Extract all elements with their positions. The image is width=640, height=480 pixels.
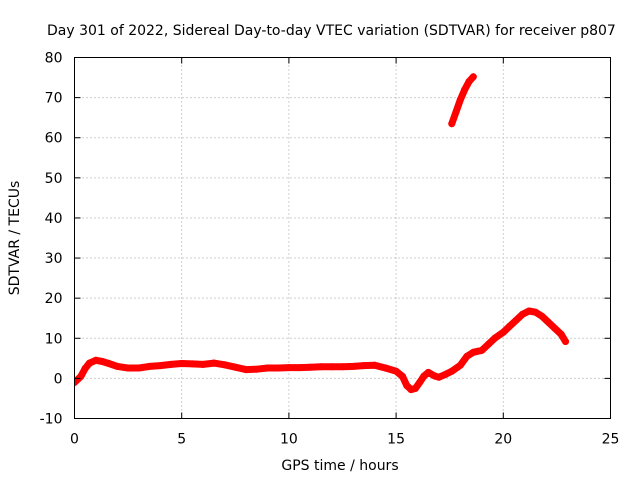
data-point (360, 362, 368, 370)
y-tick-label: 40 (45, 211, 63, 227)
data-point (544, 318, 552, 326)
data-point (188, 360, 196, 368)
data-point (74, 378, 78, 386)
data-point (86, 359, 93, 367)
data-point (562, 338, 569, 345)
tick-labels: 0 5 10 15 20 25 -10 0 10 20 30 40 50 60 70 80 (40, 51, 620, 448)
y-tick-label: 80 (45, 51, 63, 67)
data-point (231, 363, 239, 371)
data-point (264, 364, 271, 372)
data-point (411, 384, 419, 392)
data-point (392, 367, 400, 375)
data-point (339, 363, 346, 371)
data-point (519, 310, 527, 318)
data-point (306, 363, 314, 371)
plot-frame (74, 57, 611, 419)
data-point (506, 322, 514, 330)
data-point (146, 362, 153, 370)
data-point (448, 120, 456, 128)
data-point (221, 361, 229, 369)
x-tick-label: 25 (602, 432, 620, 448)
data-point (167, 360, 175, 368)
data-point (81, 364, 89, 372)
chart-title: Day 301 of 2022, Sidereal Day-to-day VTE… (47, 23, 616, 39)
data-point (463, 352, 471, 360)
data-point (456, 96, 464, 104)
x-tick-label: 0 (70, 432, 79, 448)
data-point (105, 360, 113, 367)
data-point (456, 361, 464, 369)
data-point (478, 346, 486, 354)
x-tick-label: 20 (494, 432, 512, 448)
data-point (124, 364, 132, 372)
data-point (465, 78, 473, 86)
data-point (285, 364, 293, 372)
data-point (448, 367, 456, 375)
data-point (484, 340, 492, 348)
x-tick-label: 5 (177, 432, 186, 448)
y-tick-label: 20 (45, 291, 63, 307)
sdtvar-series-line (74, 307, 569, 394)
data-point (296, 364, 304, 372)
x-tick-label: 15 (387, 432, 405, 448)
data-point (274, 364, 282, 372)
data-point (551, 324, 559, 332)
data-point (525, 307, 533, 315)
data-point (512, 316, 520, 324)
data-point (557, 330, 565, 338)
data-point (113, 362, 121, 370)
data-point (92, 356, 100, 364)
data-point (452, 108, 460, 116)
x-axis-title: GPS time / hours (281, 458, 398, 474)
data-point (435, 373, 443, 381)
data-point (491, 334, 499, 342)
axis-ticks (74, 57, 611, 419)
data-point (349, 362, 357, 370)
data-point (178, 360, 186, 367)
data-point (416, 378, 424, 386)
y-axis-title: SDTVAR / TECUs (7, 181, 23, 296)
data-point (199, 360, 207, 368)
y-tick-label: 70 (45, 91, 63, 107)
data-point (461, 86, 469, 94)
data-point (210, 359, 218, 367)
y-tick-label: -10 (40, 412, 63, 428)
y-tick-label: 0 (54, 371, 63, 387)
data-point (156, 362, 164, 370)
data-point (253, 365, 261, 373)
x-tick-label: 10 (280, 432, 298, 448)
data-point (532, 308, 539, 316)
y-tick-label: 10 (45, 331, 63, 347)
data-point (381, 364, 389, 372)
data-point (441, 370, 449, 378)
data-point (135, 364, 143, 372)
y-tick-label: 50 (45, 171, 63, 187)
data-point (538, 312, 546, 320)
data-point (242, 366, 250, 374)
data-point (469, 348, 477, 356)
grid (74, 57, 611, 419)
data-point (317, 363, 325, 371)
data-point (371, 361, 379, 369)
y-tick-label: 60 (45, 131, 63, 147)
y-tick-label: 30 (45, 251, 63, 267)
data-point (424, 368, 432, 376)
data-series (74, 73, 569, 394)
data-point (328, 363, 336, 371)
data-point (499, 328, 507, 336)
data-point (469, 73, 477, 81)
data-point (98, 358, 106, 365)
data-point (399, 372, 406, 380)
